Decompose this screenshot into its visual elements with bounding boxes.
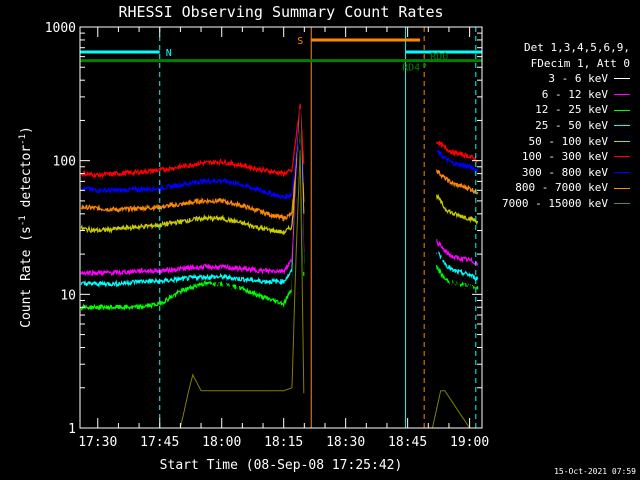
x-tick-label-0: 17:30 — [78, 435, 117, 450]
legend: Det 1,3,4,5,6,9, FDecim 1, Att 0 3 - 6 k… — [478, 40, 630, 212]
chart-title: RHESSI Observing Summary Count Rates — [118, 3, 443, 21]
legend-swatch — [614, 156, 630, 158]
y-tick-label-0: 1 — [68, 422, 76, 437]
legend-swatch — [614, 78, 630, 80]
legend-entry-6: 300 - 800 keV — [478, 165, 630, 181]
decimation-label-rd4: RD4 — [402, 63, 420, 74]
series-line-5 — [80, 103, 478, 180]
y-axis-label-part-3: ) — [19, 126, 34, 134]
series-line-6 — [80, 106, 479, 200]
x-tick-label-4: 18:30 — [326, 435, 365, 450]
y-tick-label-1: 10 — [60, 288, 76, 303]
y-tick-label-3: 1000 — [45, 21, 76, 36]
legend-entry-8: 7000 - 15000 keV — [478, 196, 630, 212]
legend-entry-label: 300 - 800 keV — [521, 165, 608, 179]
legend-entry-2: 12 - 25 keV — [478, 102, 630, 118]
x-axis-label: Start Time (08-Sep-08 17:25:42) — [160, 458, 403, 473]
legend-entry-0: 3 - 6 keV — [478, 71, 630, 87]
series-line-0 — [80, 108, 479, 326]
legend-entry-4: 50 - 100 keV — [478, 134, 630, 150]
y-axis-label-part-1: Count Rate (s — [19, 226, 34, 328]
x-tick-label-6: 19:00 — [450, 435, 489, 450]
y-axis-label-sup-1: -1 — [18, 215, 28, 226]
legend-entry-label: 3 - 6 keV — [548, 72, 608, 86]
y-axis-label-sup-2: -1 — [18, 134, 28, 145]
plot-area: N S RD4 RD0 — [79, 27, 482, 429]
legend-swatch — [614, 172, 630, 174]
legend-header-2: FDecim 1, Att 0 — [530, 56, 630, 70]
decimation-dot — [423, 63, 427, 67]
decimation-label-rd0: RD0 — [430, 52, 448, 63]
legend-entry-label: 50 - 100 keV — [528, 134, 608, 148]
series-line-3 — [80, 109, 479, 289]
legend-entry-label: 12 - 25 keV — [535, 103, 608, 117]
legend-entry-label: 7000 - 15000 keV — [502, 196, 608, 210]
legend-entry-1: 6 - 12 keV — [478, 87, 630, 103]
series-line-4 — [80, 109, 478, 236]
series-line-7 — [80, 110, 479, 222]
night-label: N — [166, 48, 172, 59]
series-line-1 — [80, 108, 479, 277]
saa-label: S — [297, 36, 303, 47]
legend-header-1: Det 1,3,4,5,6,9, — [524, 41, 630, 54]
y-tick-label-2: 100 — [53, 155, 76, 170]
legend-entry-3: 25 - 50 keV — [478, 118, 630, 134]
plot-frame — [79, 26, 483, 429]
legend-swatch — [614, 94, 630, 96]
legend-swatch — [614, 125, 630, 127]
legend-swatch — [614, 203, 630, 205]
legend-entry-label: 6 - 12 keV — [541, 87, 608, 101]
legend-entry-label: 25 - 50 keV — [535, 118, 608, 132]
x-tick-label-5: 18:45 — [388, 435, 427, 450]
legend-entry-label: 800 - 7000 keV — [515, 181, 608, 195]
axes: 1 10 100 1000 17:30 17:45 18:00 18:15 18:30 18:45… — [45, 21, 489, 450]
legend-swatch — [614, 140, 630, 142]
legend-entry-5: 100 - 300 keV — [478, 149, 630, 165]
x-tick-label-1: 17:45 — [140, 435, 179, 450]
y-axis-label: Count Rate (s-1 detector-1) — [18, 126, 34, 328]
legend-swatch — [614, 109, 630, 111]
y-axis-label-part-2: detector — [19, 145, 34, 216]
x-tick-label-2: 18:00 — [202, 435, 241, 450]
legend-entry-7: 800 - 7000 keV — [478, 180, 630, 196]
legend-swatch — [614, 187, 630, 189]
footer-timestamp: 15-Oct-2021 07:59 — [554, 467, 636, 476]
legend-entry-label: 100 - 300 keV — [521, 150, 608, 164]
x-tick-label-3: 18:15 — [264, 435, 303, 450]
